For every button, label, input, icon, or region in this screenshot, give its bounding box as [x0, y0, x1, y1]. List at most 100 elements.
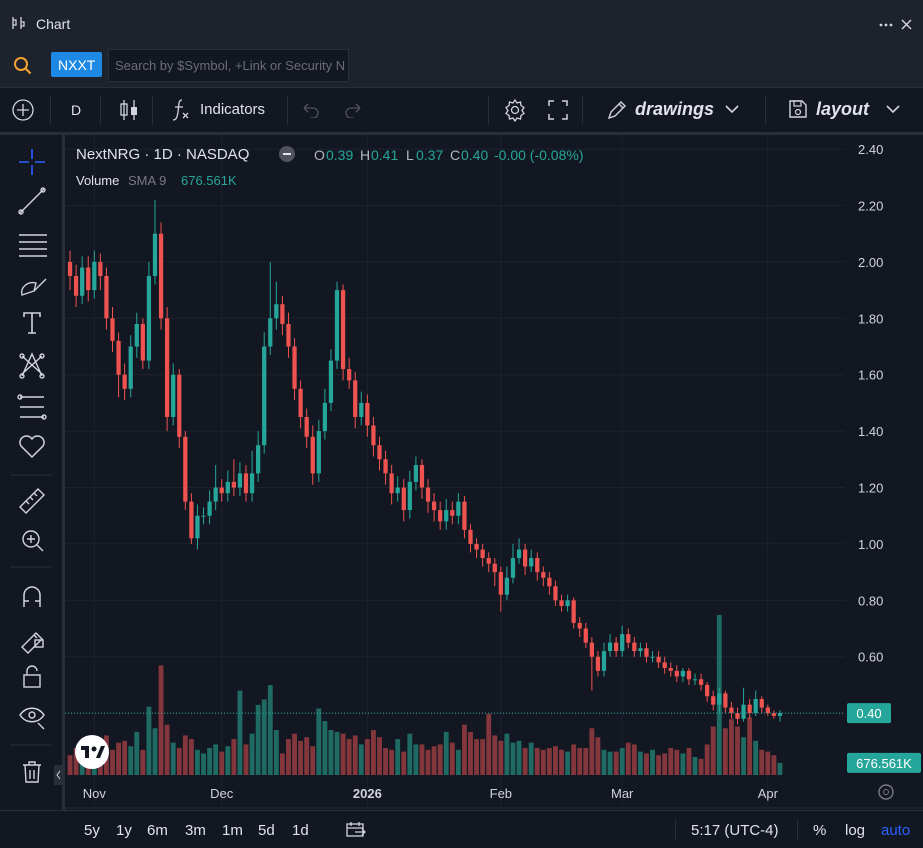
- candle-body: [601, 651, 607, 671]
- volume-bar: [346, 739, 352, 775]
- candle-body: [359, 402, 364, 418]
- legend-toggle[interactable]: [278, 145, 296, 163]
- chart-type-button[interactable]: [119, 99, 139, 121]
- drawings-chevron[interactable]: [724, 104, 740, 114]
- candle-body: [717, 693, 722, 705]
- volume-bar: [328, 730, 334, 775]
- candle-body: [607, 642, 613, 652]
- lock-tool[interactable]: [23, 665, 41, 688]
- percent-toggle[interactable]: %: [813, 822, 827, 839]
- volume-bar: [116, 742, 122, 775]
- y-tick-label: 1.80: [858, 311, 883, 326]
- volume-bar: [201, 753, 206, 775]
- volume-bar: [474, 739, 480, 775]
- volume-bar: [516, 740, 522, 775]
- lock-drawings-tool[interactable]: [21, 632, 44, 654]
- redo-button[interactable]: [344, 102, 362, 118]
- collapse-tab[interactable]: [54, 765, 62, 785]
- delete-tool[interactable]: [23, 761, 41, 783]
- range-button[interactable]: 1d: [292, 822, 309, 839]
- y-tick-label: 2.00: [858, 255, 883, 270]
- magnet-tool[interactable]: [23, 586, 41, 607]
- volume-bar: [577, 748, 583, 775]
- y-tick-label: 0.80: [858, 593, 883, 608]
- auto-toggle[interactable]: auto: [881, 822, 911, 839]
- candle-body: [698, 679, 704, 685]
- volume-bar: [735, 726, 740, 775]
- range-button[interactable]: 3m: [185, 822, 206, 839]
- date-range-button[interactable]: [345, 821, 367, 839]
- legend-key: H: [360, 147, 371, 163]
- candle-body: [486, 558, 491, 564]
- volume-bar: [352, 735, 358, 775]
- volume-bar: [395, 739, 401, 775]
- volume-bar: [370, 730, 376, 775]
- add-button[interactable]: [11, 98, 35, 122]
- candle-body: [638, 648, 643, 652]
- legend-value: 0.41: [371, 147, 399, 163]
- candle-body: [395, 487, 400, 494]
- window-controls[interactable]: [878, 18, 918, 32]
- volume-bar: [67, 755, 73, 775]
- candle-body: [128, 346, 133, 389]
- layout-button[interactable]: layout: [816, 99, 870, 119]
- text-tool[interactable]: [23, 312, 41, 334]
- candle-body: [334, 290, 340, 361]
- search-placeholder: Search by $Symbol, +Link or Security N: [115, 58, 346, 73]
- volume-bar: [686, 748, 692, 775]
- pattern-tool[interactable]: [19, 352, 45, 379]
- candle-body: [692, 679, 698, 681]
- interval-button[interactable]: D: [71, 102, 82, 118]
- brush-tool[interactable]: [21, 278, 47, 296]
- volume-bar: [364, 739, 370, 775]
- candle-body: [67, 261, 73, 277]
- volume-bar: [298, 740, 304, 775]
- layout-chevron[interactable]: [885, 104, 901, 114]
- log-toggle[interactable]: log: [845, 822, 866, 839]
- candle-body: [152, 233, 158, 277]
- clock: 5:17 (UTC-4): [691, 822, 779, 839]
- settings-gear[interactable]: [878, 784, 894, 800]
- volume-bar: [249, 733, 255, 775]
- candle-body: [741, 704, 746, 719]
- volume-bar: [553, 746, 558, 775]
- candle-body: [462, 501, 467, 530]
- zoom-tool[interactable]: [22, 530, 44, 552]
- measure-tool[interactable]: [19, 488, 45, 514]
- indicators-button[interactable]: Indicators: [200, 101, 266, 118]
- visibility-tool[interactable]: [19, 707, 45, 730]
- candle-body: [140, 323, 145, 361]
- settings-button[interactable]: [503, 98, 527, 122]
- candle-body: [753, 699, 758, 714]
- search-bar: NXXT Search by $Symbol, +Link or Securit…: [0, 44, 923, 88]
- prediction-tool[interactable]: [17, 394, 47, 420]
- price-axis: [845, 135, 923, 810]
- trendline-tool[interactable]: [18, 187, 46, 215]
- drawings-button[interactable]: drawings: [635, 99, 715, 119]
- search-input[interactable]: Search by $Symbol, +Link or Security N: [108, 49, 349, 82]
- range-button[interactable]: 5d: [258, 822, 275, 839]
- crosshair-tool[interactable]: [19, 149, 45, 175]
- volume-bar: [158, 665, 164, 775]
- undo-button[interactable]: [302, 102, 320, 118]
- volume-bar: [480, 739, 486, 775]
- candle-body: [98, 261, 103, 277]
- fib-tool[interactable]: [19, 234, 47, 257]
- range-button[interactable]: 1y: [116, 822, 132, 839]
- candle-body: [286, 323, 291, 347]
- indicators-icon: [172, 99, 189, 121]
- favorites-tool[interactable]: [19, 435, 45, 459]
- range-button[interactable]: 1m: [222, 822, 243, 839]
- candle-body: [164, 318, 170, 418]
- volume-bar: [668, 748, 674, 775]
- candle-body: [425, 487, 431, 502]
- range-button[interactable]: 5y: [84, 822, 100, 839]
- fullscreen-button[interactable]: [548, 100, 568, 120]
- volume-bar: [273, 730, 279, 775]
- candle-body: [450, 510, 455, 516]
- candle-body: [559, 600, 564, 606]
- candle-body: [256, 445, 261, 474]
- range-button[interactable]: 6m: [147, 822, 168, 839]
- symbol-badge[interactable]: NXXT: [51, 52, 102, 77]
- candle-body: [705, 684, 710, 697]
